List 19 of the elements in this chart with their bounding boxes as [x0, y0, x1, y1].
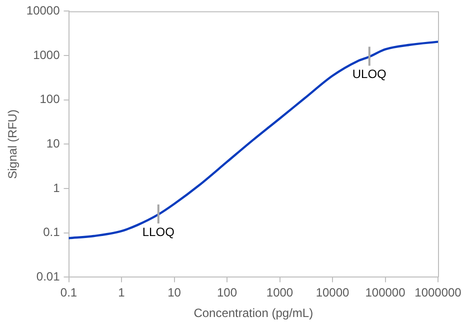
x-axis-title: Concentration (pg/mL)	[194, 306, 314, 320]
x-tick-label: 100	[216, 286, 238, 300]
y-tick-label: 100	[40, 92, 60, 106]
x-tick-label: 100000	[365, 286, 406, 300]
y-tick-label: 1000	[33, 48, 60, 62]
y-tick-label: 0.1	[43, 225, 60, 240]
x-tick-label: 1	[118, 286, 126, 300]
y-tick-label: 10	[46, 136, 60, 151]
x-tick-label: 1000	[266, 286, 294, 300]
y-tick-label: 0.01	[36, 270, 60, 284]
x-tick-label: 10000	[316, 286, 350, 300]
annotation: ULOQ	[352, 67, 386, 82]
x-tick-label: 1000000	[414, 286, 462, 300]
y-axis-title: Signal (RFU)	[6, 110, 20, 179]
y-tick-label: 1	[53, 180, 60, 195]
annotation: LLOQ	[142, 224, 174, 239]
x-tick-label: 0.1	[60, 286, 78, 300]
x-tick-label: 10	[168, 286, 182, 300]
y-tick-label: 10000	[26, 4, 60, 18]
